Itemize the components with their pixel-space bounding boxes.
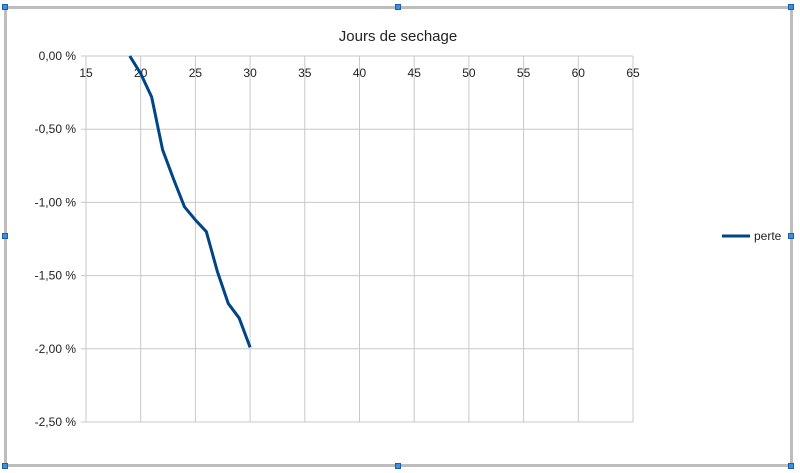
resize-handle-bl[interactable] (2, 463, 8, 469)
y-tick-label: -1,50 % (35, 269, 77, 283)
legend-label-perte: perte (754, 229, 782, 243)
x-tick-label: 15 (79, 66, 93, 80)
resize-handle-br[interactable] (788, 463, 794, 469)
resize-handle-tr[interactable] (788, 4, 794, 10)
resize-handle-ml[interactable] (2, 233, 8, 239)
x-tick-label: 55 (517, 66, 531, 80)
resize-handle-tl[interactable] (2, 4, 8, 10)
legend: perte (722, 229, 782, 243)
resize-handle-tc[interactable] (395, 4, 401, 10)
y-tick-label: -0,50 % (35, 122, 77, 136)
y-tick-label: -2,00 % (35, 342, 77, 356)
x-tick-label: 60 (572, 66, 586, 80)
x-tick-label: 25 (189, 66, 203, 80)
x-tick-label: 45 (408, 66, 422, 80)
x-tick-label: 35 (298, 66, 312, 80)
chart-title: Jours de sechage (339, 28, 457, 45)
x-tick-label: 65 (626, 66, 640, 80)
x-tick-label: 30 (243, 66, 257, 80)
resize-handle-mr[interactable] (788, 233, 794, 239)
resize-handle-bc[interactable] (395, 463, 401, 469)
x-tick-label: 40 (353, 66, 367, 80)
series-line-perte (128, 55, 252, 348)
y-tick-label: 0,00 % (39, 49, 77, 63)
x-tick-label: 50 (462, 66, 476, 80)
y-tick-label: -2,50 % (35, 415, 77, 429)
y-tick-label: -1,00 % (35, 195, 77, 209)
